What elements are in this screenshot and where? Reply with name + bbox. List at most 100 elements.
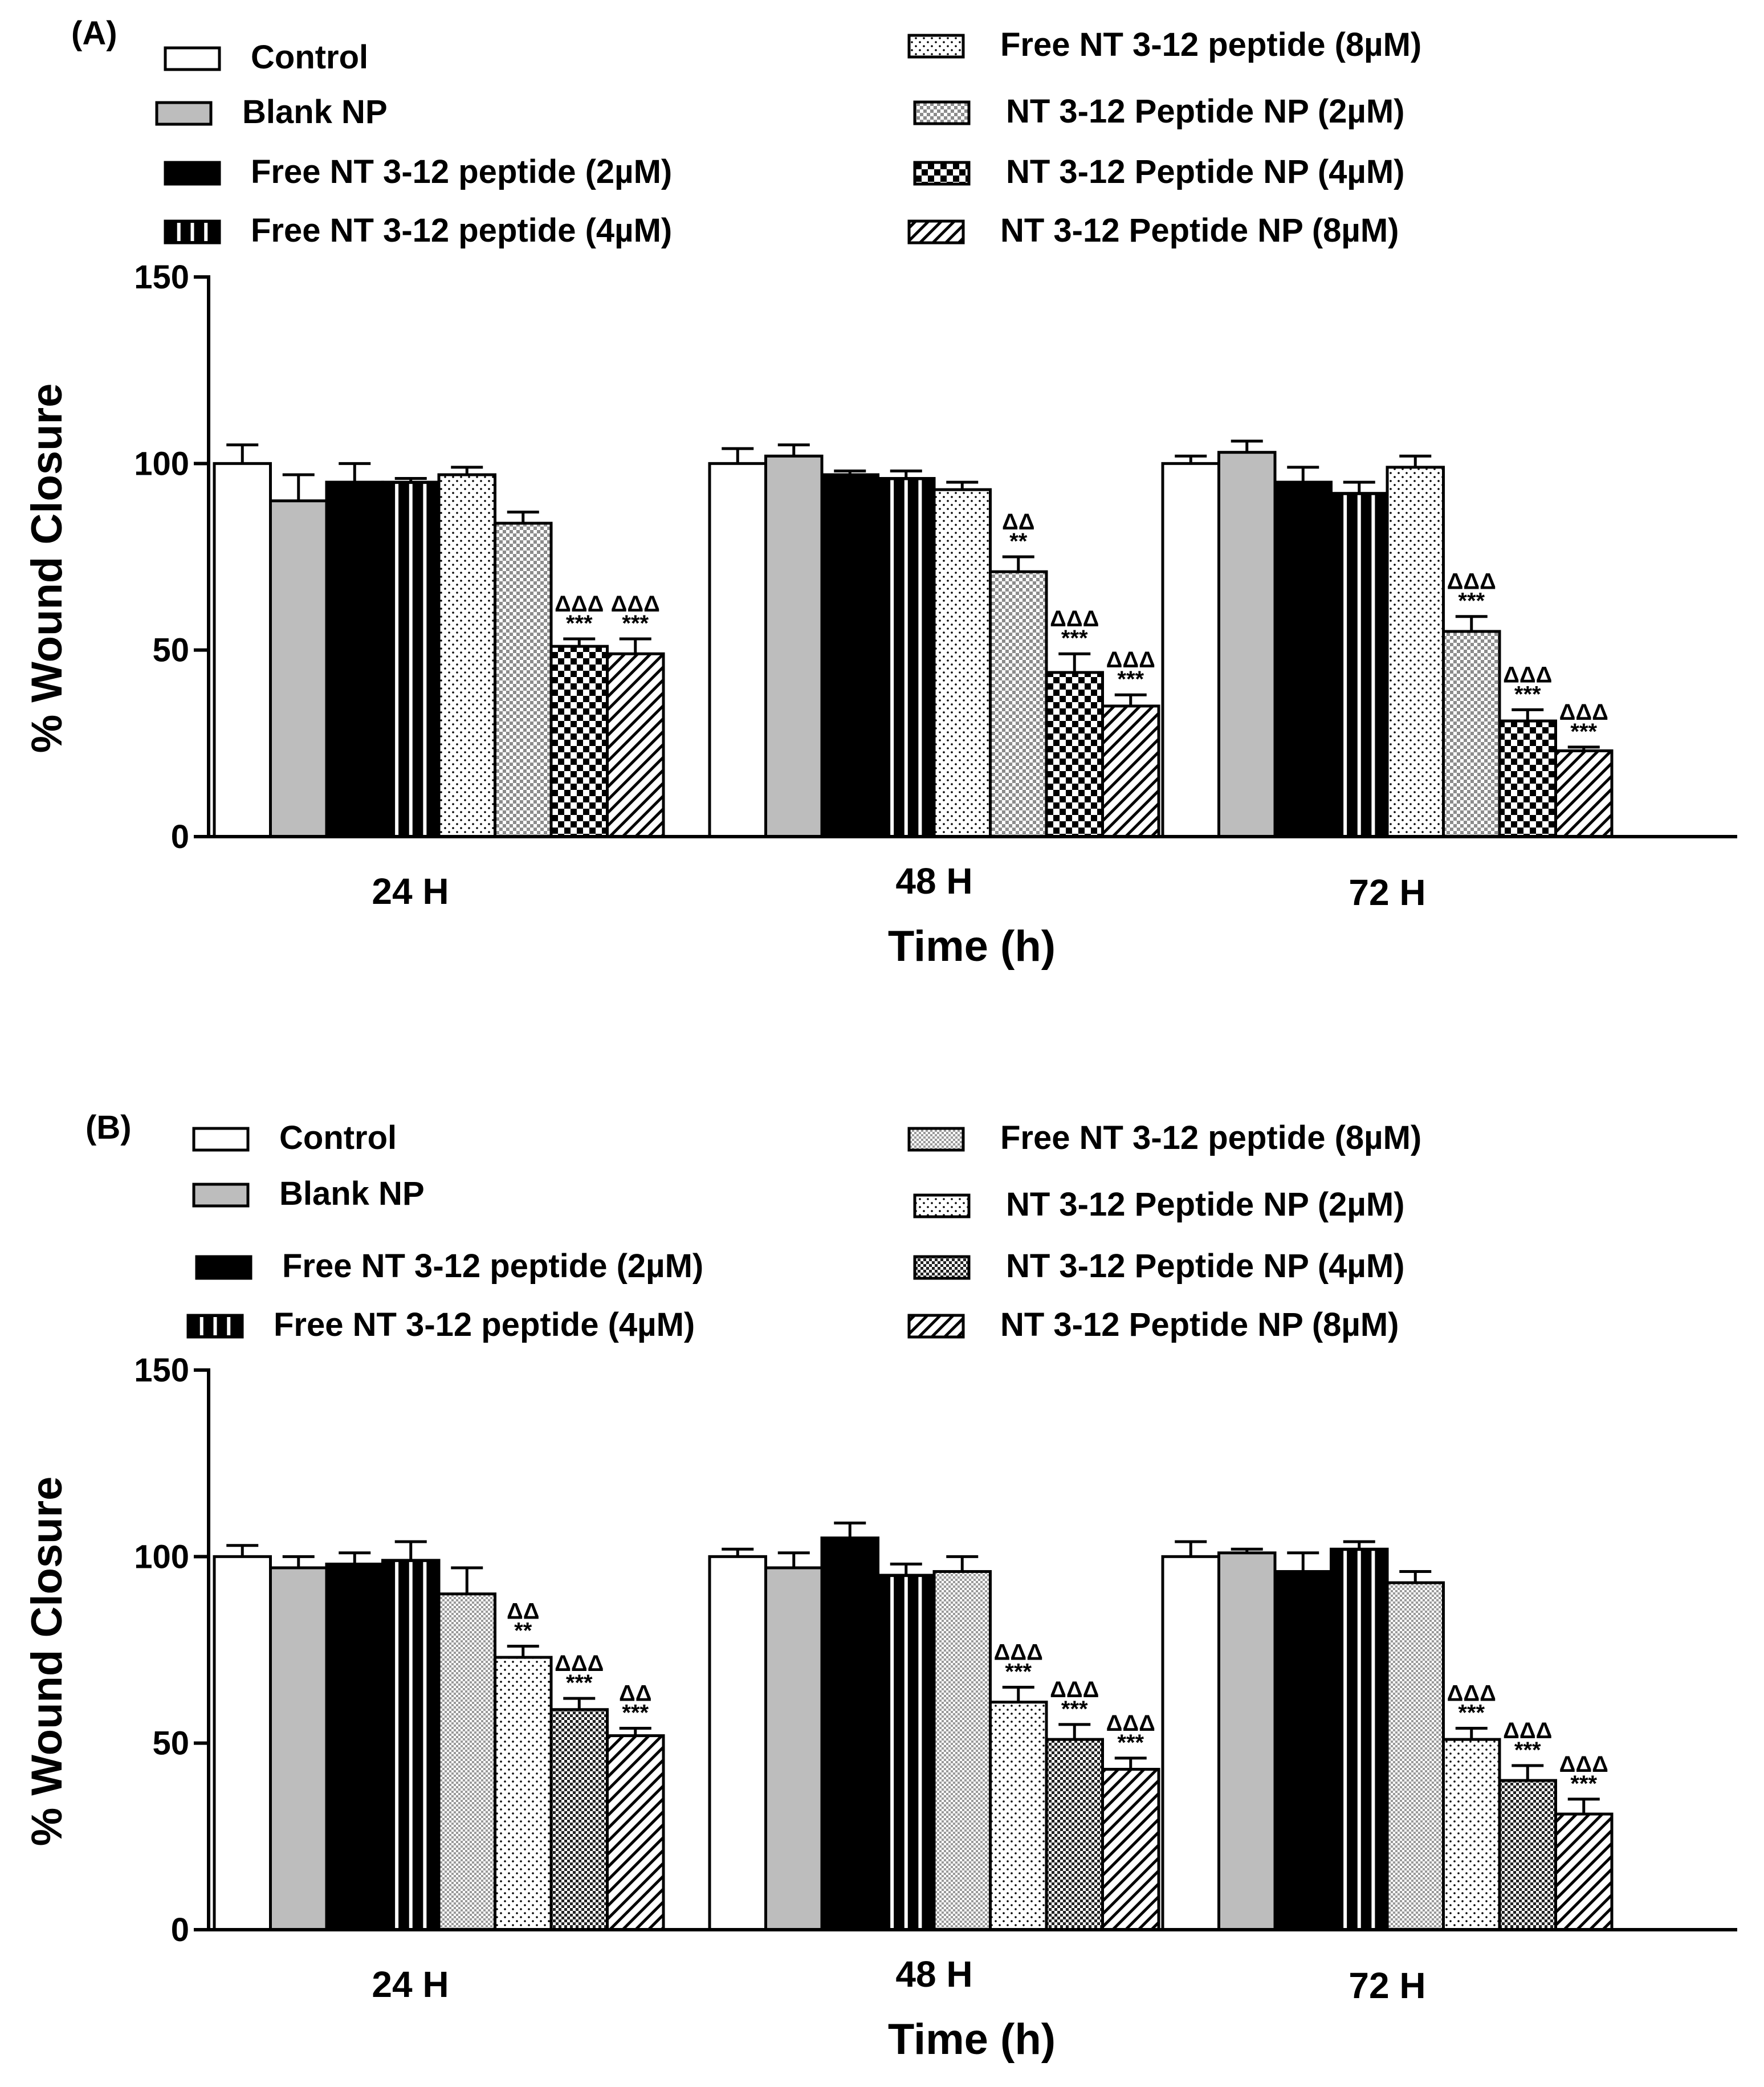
bar <box>494 521 553 838</box>
significance-stars: *** <box>622 1700 649 1725</box>
y-tick-label: 50 <box>152 1725 189 1762</box>
y-tick-label: 100 <box>134 1538 189 1575</box>
legend-item: Free NT 3-12 peptide (8µM) <box>907 1119 1421 1156</box>
bar <box>1273 1570 1333 1931</box>
legend-label: Free NT 3-12 peptide (2µM) <box>251 153 672 190</box>
significance-triangles: ΔΔΔ <box>994 1640 1043 1665</box>
legend-swatch <box>192 1127 250 1152</box>
legend-label: Blank NP <box>242 93 388 131</box>
significance-stars: *** <box>1117 667 1144 692</box>
legend-swatch <box>913 100 971 125</box>
legend-item: Free NT 3-12 peptide (2µM) <box>195 1248 703 1285</box>
legend-swatch <box>155 101 213 126</box>
legend-item: Control <box>192 1119 397 1156</box>
bar <box>932 488 992 838</box>
bar <box>213 462 272 838</box>
significance-triangles: ΔΔΔ <box>555 592 604 617</box>
legend-item: Free NT 3-12 peptide (8µM) <box>907 26 1421 63</box>
legend-item: Free NT 3-12 peptide (4µM) <box>186 1306 695 1343</box>
bar <box>1554 1812 1614 1931</box>
legend-item: Free NT 3-12 peptide (4µM) <box>164 212 672 249</box>
legend-swatch <box>907 1314 965 1339</box>
bar <box>213 1555 272 1931</box>
bar <box>1045 671 1104 838</box>
legend-swatch <box>913 1255 971 1280</box>
significance-stars: *** <box>622 611 649 636</box>
panel-label: (A) <box>71 15 117 52</box>
bar <box>549 645 609 838</box>
legend-label: NT 3-12 Peptide NP (8µM) <box>1000 212 1399 249</box>
x-category-label: 72 H <box>1349 1965 1425 2006</box>
y-tick-label: 0 <box>171 818 189 855</box>
bar <box>1101 1767 1160 1931</box>
legend-item: Control <box>164 39 368 76</box>
legend-label: Free NT 3-12 peptide (2µM) <box>282 1248 703 1285</box>
legend-label: Free NT 3-12 peptide (8µM) <box>1000 1119 1421 1156</box>
legend-label: Free NT 3-12 peptide (8µM) <box>1000 26 1421 63</box>
x-category-label: 48 H <box>895 1954 972 1995</box>
significance-triangles: ΔΔΔ <box>555 1651 604 1676</box>
bar <box>1217 1551 1277 1931</box>
significance-triangles: ΔΔΔ <box>1050 606 1099 631</box>
bar <box>1498 719 1557 838</box>
legend-item: NT 3-12 Peptide NP (8µM) <box>907 212 1399 249</box>
significance-stars: *** <box>1005 1659 1032 1684</box>
legend-label: NT 3-12 Peptide NP (2µM) <box>1006 1186 1404 1223</box>
y-tick-label: 50 <box>152 632 189 669</box>
legend-item: NT 3-12 Peptide NP (4µM) <box>913 1248 1404 1285</box>
bar <box>1161 1555 1220 1931</box>
significance-stars: *** <box>1570 1771 1597 1796</box>
significance-stars: *** <box>566 611 593 636</box>
bar <box>1442 1738 1501 1931</box>
bar <box>1386 1581 1445 1931</box>
bar <box>269 1566 328 1931</box>
significance-stars: *** <box>1061 626 1088 651</box>
bar <box>764 1566 824 1931</box>
bar <box>764 454 824 838</box>
significance-triangles: ΔΔΔ <box>1447 569 1496 594</box>
chart-panel-b: (B) Control Blank NP Free NT 3-12 peptide (… <box>23 1109 1737 2064</box>
significance-stars: *** <box>566 1670 593 1695</box>
bar <box>549 1708 609 1931</box>
bar <box>820 1536 879 1931</box>
significance-stars: ** <box>1009 529 1028 554</box>
significance-triangles: ΔΔΔ <box>1559 700 1608 725</box>
legend-item: NT 3-12 Peptide NP (2µM) <box>913 1186 1404 1223</box>
significance-stars: *** <box>1061 1697 1088 1722</box>
significance-stars: ** <box>514 1618 532 1643</box>
significance-stars: *** <box>1458 1700 1485 1725</box>
significance-triangles: ΔΔ <box>619 1681 652 1706</box>
x-category-label: 72 H <box>1349 872 1425 913</box>
bar <box>606 1734 665 1931</box>
legend-swatch <box>164 46 221 71</box>
bar <box>1101 704 1160 838</box>
legend-swatch <box>907 1127 965 1152</box>
x-axis-title: Time (h) <box>888 922 1056 971</box>
significance-triangles: ΔΔΔ <box>1559 1752 1608 1777</box>
x-category-label: 24 H <box>372 871 449 912</box>
legend-label: Control <box>251 39 368 76</box>
y-axis-title: % Wound Closure <box>23 384 71 753</box>
legend-swatch <box>195 1255 252 1280</box>
panel-label: (B) <box>85 1109 132 1146</box>
legend-swatch <box>907 219 965 244</box>
y-tick-label: 150 <box>134 259 189 296</box>
bar <box>1161 462 1220 838</box>
bar <box>325 480 384 838</box>
legend-label: NT 3-12 Peptide NP (2µM) <box>1006 93 1404 130</box>
bar <box>989 1701 1048 1931</box>
significance-triangles: ΔΔΔ <box>1106 1711 1155 1736</box>
legend-item: NT 3-12 Peptide NP (8µM) <box>907 1306 1399 1343</box>
y-tick-label: 100 <box>134 445 189 482</box>
legend-item: Blank NP <box>192 1175 425 1212</box>
legend-label: Free NT 3-12 peptide (4µM) <box>251 212 672 249</box>
y-tick-label: 150 <box>134 1352 189 1389</box>
bar <box>606 652 665 838</box>
significance-stars: *** <box>1458 589 1485 614</box>
legend-swatch <box>913 161 971 186</box>
bar <box>494 1656 553 1931</box>
bar <box>820 473 879 838</box>
legend-item: Free NT 3-12 peptide (2µM) <box>164 153 672 190</box>
significance-stars: *** <box>1514 1738 1541 1763</box>
